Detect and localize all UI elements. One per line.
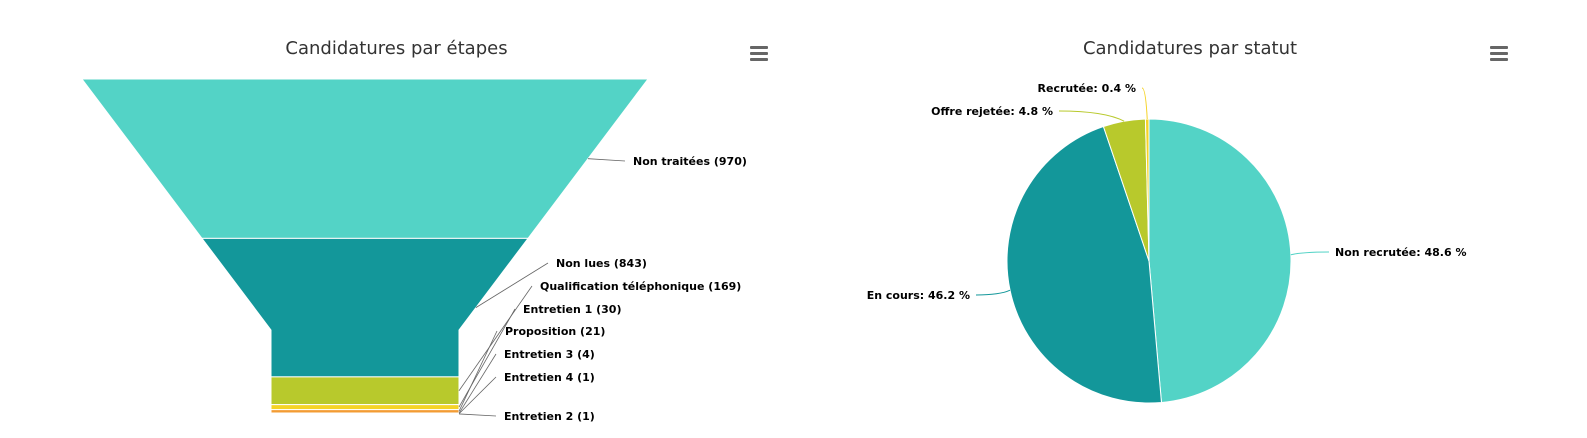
funnel-connector xyxy=(458,376,497,415)
pie-slice[interactable] xyxy=(1148,118,1292,403)
funnel-data-label: Proposition (21) xyxy=(505,325,605,338)
pie-chart-title: Candidatures par statut xyxy=(1082,38,1298,59)
pie-chart-menu-icon[interactable] xyxy=(1490,46,1508,62)
funnel-connector xyxy=(587,158,626,162)
funnel-segment[interactable] xyxy=(200,237,530,378)
pie-data-label: Non recrutée: 48.6 % xyxy=(1335,246,1466,259)
funnel-data-label: Entretien 3 (4) xyxy=(504,348,595,361)
funnel-connector xyxy=(458,330,498,412)
funnel-data-label: Entretien 1 (30) xyxy=(523,303,621,316)
funnel-chart-title: Candidatures par étapes xyxy=(285,38,508,59)
funnel-chart-plot: Non traitées (970) Non lues (843) Qualific… xyxy=(80,78,747,423)
funnel-data-label: Entretien 2 (1) xyxy=(504,410,595,423)
pie-chart-panel: Candidatures par statut Non recrutée: 48… xyxy=(793,0,1587,438)
funnel-segment[interactable] xyxy=(270,376,460,406)
pie-connector xyxy=(1141,87,1148,120)
pie-data-label: Recrutée: 0.4 % xyxy=(1038,82,1136,95)
funnel-segment[interactable] xyxy=(270,409,460,414)
funnel-chart-menu-icon[interactable] xyxy=(750,46,768,62)
funnel-segment[interactable] xyxy=(80,78,650,239)
funnel-chart-panel: Candidatures par étapes Non traitées (97… xyxy=(0,0,793,438)
funnel-connector xyxy=(458,353,497,414)
funnel-data-label: Entretien 4 (1) xyxy=(504,371,595,384)
funnel-connector xyxy=(458,285,533,391)
funnel-data-label: Non lues (843) xyxy=(556,257,647,270)
pie-data-label: Offre rejetée: 4.8 % xyxy=(931,105,1053,118)
pie-slice[interactable] xyxy=(1144,118,1150,262)
pie-connector xyxy=(1290,251,1330,256)
funnel-data-label: Non traitées (970) xyxy=(633,155,747,168)
pie-data-label: En cours: 46.2 % xyxy=(867,289,970,302)
pie-chart-plot: Non recrutée: 48.6 % En cours: 46.2 % Offr… xyxy=(867,82,1466,404)
funnel-data-label: Qualification téléphonique (169) xyxy=(540,280,741,293)
pie-connector xyxy=(1058,110,1125,122)
pie-connector xyxy=(975,289,1011,296)
funnel-connector xyxy=(475,262,549,308)
funnel-connector xyxy=(458,413,497,417)
funnel-segment[interactable] xyxy=(270,404,460,411)
